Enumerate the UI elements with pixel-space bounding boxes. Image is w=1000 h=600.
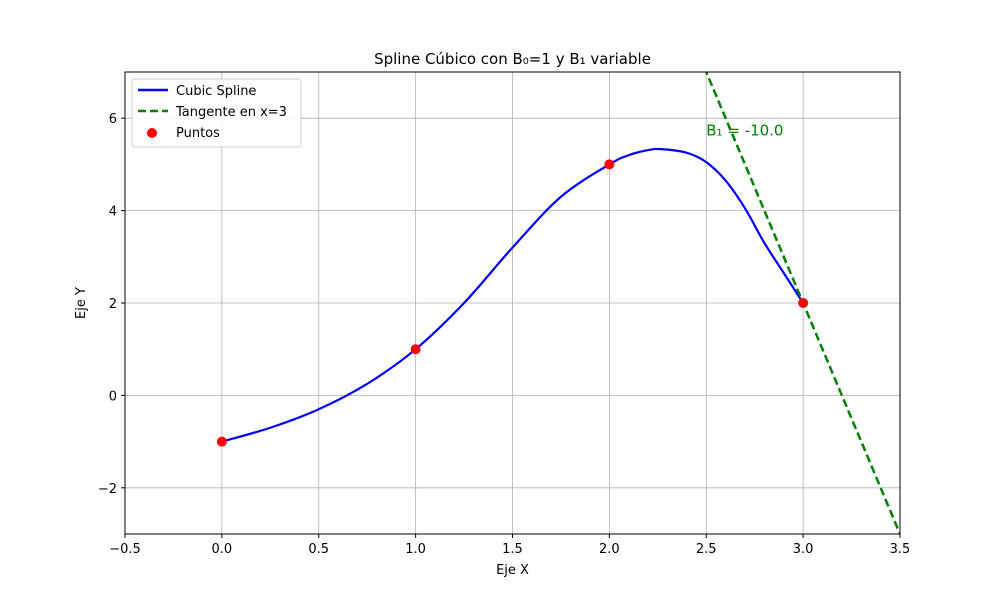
y-tick-label: 6: [109, 112, 117, 127]
data-point: [798, 298, 809, 308]
x-tick-label: 1.5: [502, 542, 523, 557]
legend-label-spline: Cubic Spline: [176, 84, 256, 99]
legend-label-tangent: Tangente en x=3: [175, 105, 287, 120]
plot-series: [216, 72, 900, 534]
x-axis-label: Eje X: [496, 563, 529, 578]
y-tick-label: 2: [109, 297, 117, 312]
x-tick-label: 1.0: [405, 542, 426, 557]
y-axis-label: Eje Y: [74, 287, 89, 319]
spline-line: [221, 147, 805, 443]
y-tick-label: 0: [109, 389, 117, 404]
x-tick-label: 0.0: [212, 542, 233, 557]
legend: Cubic Spline Tangente en x=3 Puntos: [131, 78, 302, 148]
x-tick-label: 0.5: [308, 542, 329, 557]
axis-ticks: −0.5 0.0 0.5 1.0 1.5 2.0 2.5 3.0 3.5 −2 0 2 4 6: [98, 112, 911, 557]
x-tick-label: 3.0: [793, 542, 814, 557]
x-tick-label: 3.5: [890, 542, 911, 557]
legend-label-points: Puntos: [176, 126, 220, 141]
chart-title: Spline Cúbico con B₀=1 y B₁ variable: [374, 50, 651, 68]
y-tick-label: −2: [98, 482, 117, 497]
data-point: [410, 344, 421, 355]
data-point: [604, 159, 615, 170]
legend-box: [131, 78, 302, 148]
x-tick-label: −0.5: [109, 542, 141, 557]
x-tick-label: 2.5: [696, 542, 717, 557]
tangent-annotation: B₁ = -10.0: [706, 121, 783, 139]
y-tick-label: 4: [109, 205, 117, 220]
legend-swatch-points: [147, 128, 157, 138]
grid: [124, 72, 901, 534]
x-tick-label: 2.0: [599, 542, 620, 557]
data-point: [216, 436, 227, 447]
